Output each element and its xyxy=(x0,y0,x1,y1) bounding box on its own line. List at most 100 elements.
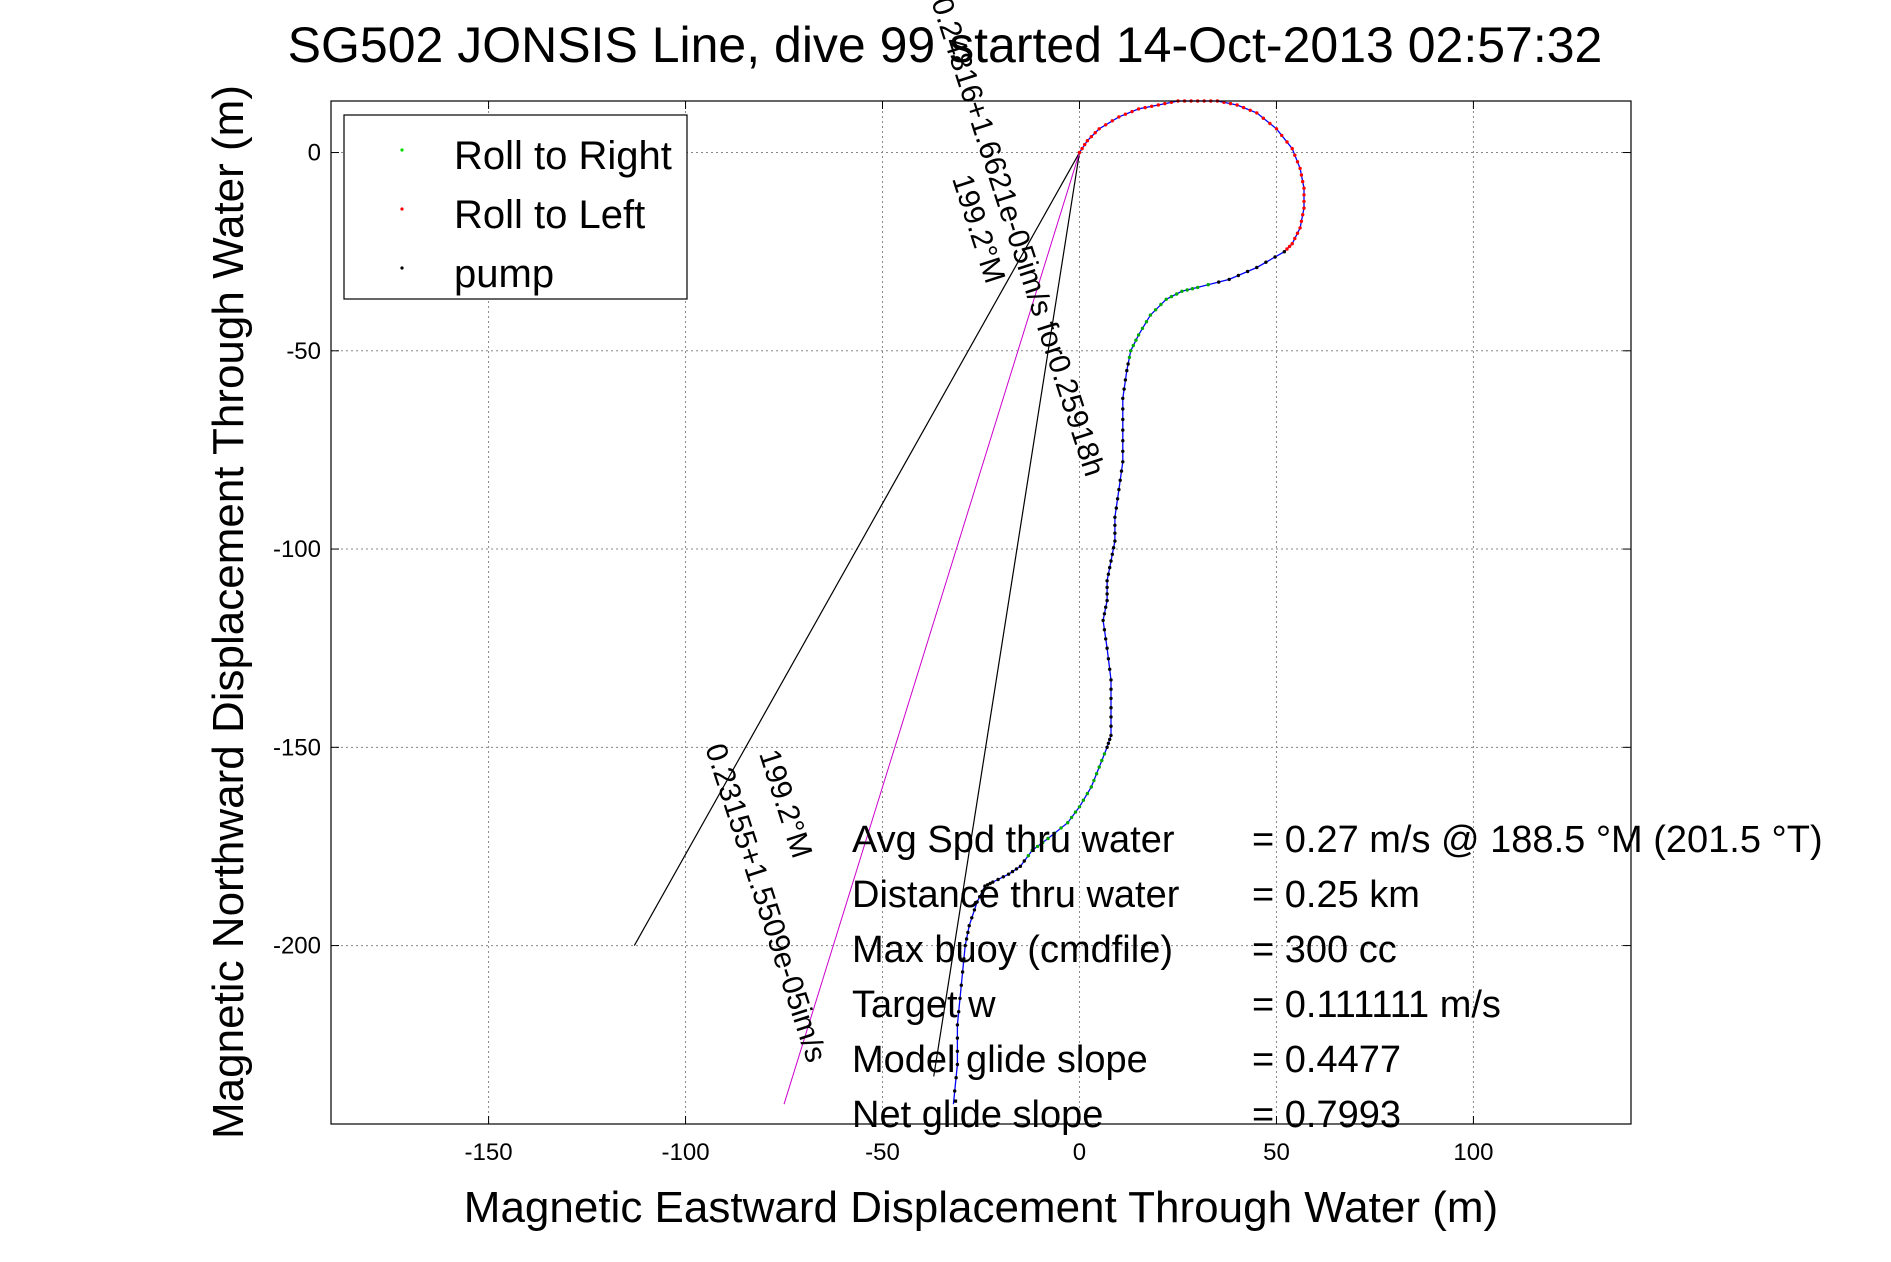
legend-item-pump: pump xyxy=(400,252,554,296)
y-axis-ticks: 0 -50 -100 -150 -200 xyxy=(273,140,1631,960)
legend-marker-pump xyxy=(400,266,404,270)
roll-right-marker xyxy=(1097,765,1101,769)
roll-left-marker xyxy=(1293,153,1297,157)
roll-right-marker xyxy=(1127,355,1132,360)
pump-marker xyxy=(955,1062,960,1067)
pump-marker xyxy=(955,1036,960,1040)
roll-left-marker xyxy=(1150,104,1154,109)
roll-right-marker xyxy=(1069,815,1074,820)
pump-marker xyxy=(955,1023,960,1027)
roll-left-marker xyxy=(1298,166,1302,171)
pump-marker xyxy=(1114,506,1119,510)
stat-label-avg-speed: Avg Spd thru water xyxy=(852,819,1175,861)
pump-marker xyxy=(1109,559,1113,563)
pump-marker xyxy=(972,908,977,912)
roll-left-marker xyxy=(1290,146,1294,151)
stat-label-distance: Distance thru water xyxy=(852,874,1180,916)
x-tick-label: 50 xyxy=(1263,1139,1290,1166)
pump-marker xyxy=(1282,250,1287,254)
y-tick-label: -100 xyxy=(273,536,321,563)
pump-marker xyxy=(1121,439,1125,443)
roll-right-marker xyxy=(1100,758,1104,763)
pump-marker xyxy=(1104,605,1108,609)
roll-left-marker xyxy=(1156,103,1161,107)
roll-left-marker xyxy=(1302,193,1306,197)
roll-left-marker xyxy=(1290,242,1294,246)
roll-left-marker xyxy=(1287,244,1292,249)
roll-left-marker xyxy=(1130,109,1134,114)
roll-left-marker xyxy=(1302,186,1306,190)
x-axis-label: Magnetic Eastward Displacement Through W… xyxy=(464,1183,1498,1232)
pump-marker xyxy=(959,983,963,987)
stat-value-avg-speed: = 0.27 m/s @ 188.5 °M (201.5 °T) xyxy=(1252,819,1823,861)
pump-marker xyxy=(1010,869,1015,874)
roll-right-marker xyxy=(1175,292,1179,296)
roll-left-marker xyxy=(1285,247,1289,251)
roll-left-marker xyxy=(1302,206,1306,210)
roll-right-marker xyxy=(1092,778,1096,783)
y-tick-label: -150 xyxy=(273,734,321,761)
stat-value-model-glide: = 0.4477 xyxy=(1252,1039,1401,1081)
pump-marker xyxy=(1227,277,1231,282)
pump-marker xyxy=(1111,546,1116,550)
roll-right-marker xyxy=(1129,349,1133,353)
roll-right-marker xyxy=(1077,805,1082,809)
pump-marker xyxy=(1109,733,1113,738)
pump-marker xyxy=(1105,745,1109,749)
roll-right-marker xyxy=(1153,308,1158,312)
pump-marker xyxy=(957,1010,961,1014)
pump-marker xyxy=(1102,612,1107,616)
legend-label-roll-right: Roll to Right xyxy=(454,134,672,178)
roll-right-marker xyxy=(1185,288,1189,292)
pump-marker xyxy=(985,883,990,887)
pump-marker xyxy=(980,889,984,894)
legend-label-pump: pump xyxy=(454,252,554,296)
roll-left-marker xyxy=(1248,108,1252,113)
pump-marker xyxy=(1106,741,1111,745)
roll-left-marker xyxy=(1295,231,1300,235)
y-tick-label: -200 xyxy=(273,933,321,960)
pump-marker xyxy=(1121,449,1125,453)
roll-right-marker xyxy=(1046,836,1050,841)
roll-right-marker xyxy=(1073,810,1078,814)
pump-marker xyxy=(1115,497,1120,501)
roll-right-marker xyxy=(1134,338,1138,342)
pump-marker xyxy=(1105,598,1109,603)
x-tick-label: -50 xyxy=(865,1139,900,1166)
pump-marker xyxy=(1122,387,1126,391)
legend: Roll to Right Roll to Left pump xyxy=(343,114,688,300)
legend-marker-roll-left xyxy=(400,207,404,211)
roll-left-marker xyxy=(1089,135,1094,139)
stat-value-distance: = 0.25 km xyxy=(1252,874,1420,916)
pump-marker xyxy=(963,943,967,948)
pump-marker xyxy=(983,884,987,888)
pump-marker xyxy=(1106,572,1111,576)
pump-marker xyxy=(988,881,992,886)
pump-marker xyxy=(1255,265,1259,270)
pump-marker xyxy=(1109,724,1113,728)
pump-marker xyxy=(1105,646,1109,650)
roll-left-marker xyxy=(1293,236,1297,241)
pump-marker xyxy=(970,916,974,920)
pump-marker xyxy=(1121,417,1125,422)
roll-left-marker xyxy=(1235,103,1239,107)
roll-left-marker xyxy=(1280,133,1284,138)
pump-marker xyxy=(991,880,995,884)
pump-marker xyxy=(1119,469,1124,473)
pump-marker xyxy=(1105,585,1109,590)
roll-left-marker xyxy=(1301,179,1305,184)
pump-marker xyxy=(1110,552,1115,556)
y-tick-label: 0 xyxy=(308,140,321,167)
pump-marker xyxy=(1117,487,1121,492)
roll-right-marker xyxy=(1041,840,1045,845)
pump-marker xyxy=(1123,378,1128,382)
pump-marker xyxy=(1121,407,1125,411)
x-tick-label: -100 xyxy=(662,1139,710,1166)
roll-left-marker xyxy=(1299,219,1304,223)
pump-marker xyxy=(1264,260,1268,264)
roll-right-marker xyxy=(1140,326,1145,330)
roll-right-marker xyxy=(1196,285,1200,290)
pump-marker xyxy=(962,957,966,961)
roll-right-marker xyxy=(1035,844,1040,849)
pump-marker xyxy=(1245,269,1250,274)
